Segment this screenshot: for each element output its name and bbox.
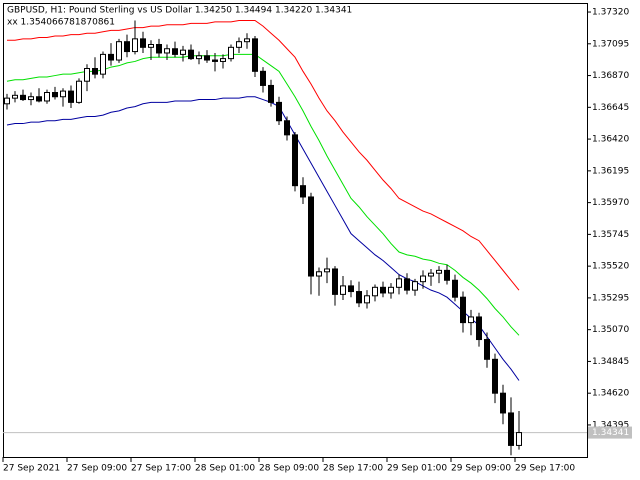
candle-body [188,49,194,60]
candle-body [284,120,290,136]
candle-body [396,278,402,288]
candle-body [244,38,250,43]
candle-body [516,432,522,446]
candle-body [148,44,154,48]
candle-body [348,285,354,293]
candle-body [132,38,138,53]
y-tick-label: 1.35070 [592,325,629,335]
x-tick-label: 28 Sep 09:00 [259,464,319,474]
candle-body [356,291,362,304]
price-tag-label: 1.34341 [592,428,629,438]
candle-body [164,48,170,54]
candle-body [44,92,50,102]
chart-title: GBPUSD, H1: Pound Sterling vs US Dollar … [7,6,352,16]
candle-body [308,196,314,277]
x-tick-label: 27 Sep 09:00 [67,464,127,474]
candle-body [84,68,90,82]
candle-body [292,134,298,187]
candle-body [468,316,474,324]
candle-body [52,92,58,98]
candle-body [436,269,442,274]
candle-body [460,296,466,324]
band-line [7,20,520,291]
candle-body [364,295,370,304]
candle-body [300,185,306,198]
x-tick-label: 28 Sep 17:00 [323,464,383,474]
candle-body [4,97,10,105]
candle-body [220,58,226,62]
candle-body [404,278,410,291]
y-tick-label: 1.37320 [592,8,629,18]
candle-body [324,268,330,273]
y-tick-label: 1.35295 [592,293,629,303]
candle-body [340,285,346,295]
x-tick-label: 27 Sep 2021 [3,464,60,474]
candle-body [108,53,114,61]
candle-body [124,41,130,53]
candle-body [116,41,122,61]
candle-body [180,49,186,55]
candle-body [76,80,82,103]
x-tick-label: 27 Sep 17:00 [131,464,191,474]
candle-body [68,90,74,103]
indicator-label: xx 1.354066781870861 [7,18,115,28]
candle-body [252,38,258,72]
candle-body [508,412,514,446]
y-tick-label: 1.34620 [592,389,629,399]
candle-body [316,271,322,277]
y-tick-label: 1.34395 [592,420,629,430]
candle-body [428,272,434,277]
candle-body [444,269,450,281]
candle-body [20,94,26,101]
candle-body [276,101,282,122]
candle-body [380,286,386,294]
x-tick-label: 29 Sep 17:00 [515,464,575,474]
candle-body [100,53,106,75]
y-tick-label: 1.36420 [592,135,629,145]
candle-body [484,339,490,360]
candle-body [172,48,178,55]
candle-body [260,70,266,86]
candle-body [372,286,378,297]
y-tick-label: 1.35745 [592,230,629,240]
candle-body [212,59,218,62]
x-tick-label: 29 Sep 09:00 [451,464,511,474]
candle-body [492,358,498,394]
candle-body [236,41,242,48]
candle-body [452,279,458,298]
y-tick-label: 1.36870 [592,71,629,81]
price-tag [588,426,632,439]
y-tick-label: 1.37095 [592,39,629,49]
y-tick-label: 1.36195 [592,166,629,176]
candle-body [156,44,162,54]
candle-body [140,38,146,48]
band-line [6,96,520,381]
plot-frame [3,3,588,458]
y-tick-label: 1.34845 [592,357,629,367]
candle-body [28,96,34,101]
candle-body [388,286,394,294]
y-tick-label: 1.36645 [592,103,629,113]
candle-body [60,90,66,98]
candle-body [92,68,98,75]
x-tick-label: 29 Sep 01:00 [387,464,447,474]
y-tick-label: 1.35970 [592,198,629,208]
y-tick-label: 1.35520 [592,262,629,272]
candle-body [332,268,338,295]
candle-body [228,46,234,60]
candle-body [412,281,418,291]
x-tick-label: 28 Sep 01:00 [195,464,255,474]
candle-body [268,84,274,103]
candle-body [12,94,18,99]
candle-body [420,275,426,283]
candle-body [204,55,210,61]
candle-body [196,55,202,60]
candle-body [476,316,482,341]
candle-body [500,392,506,414]
candle-body [36,96,42,102]
